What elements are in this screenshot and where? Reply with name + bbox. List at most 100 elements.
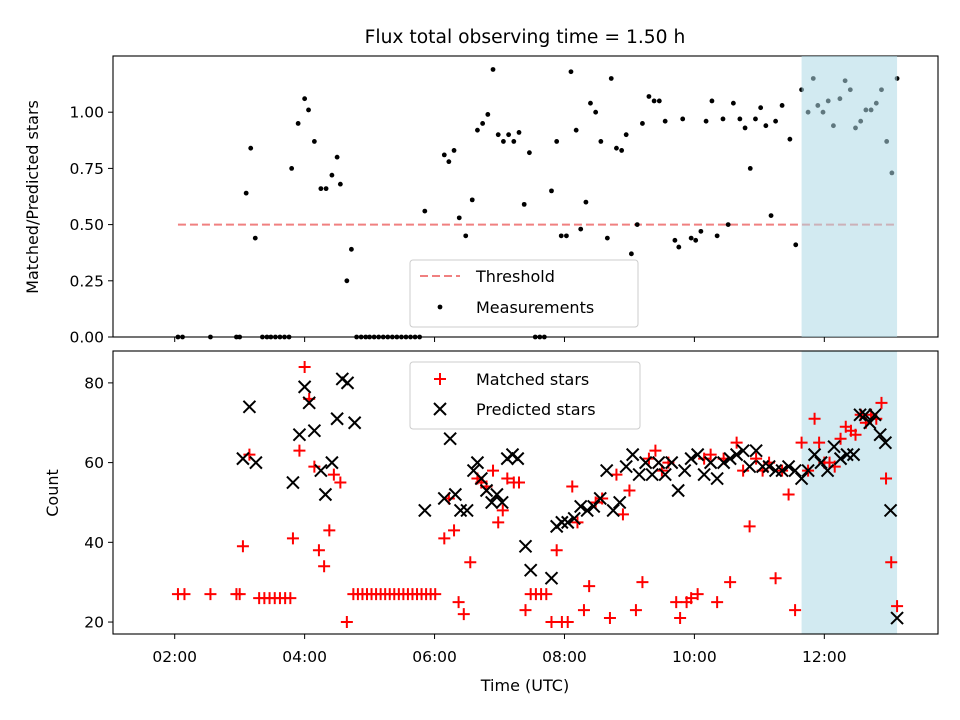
band-fill (801, 56, 898, 337)
x-tick-label: 04:00 (282, 648, 327, 666)
measurement-point (747, 166, 753, 171)
y-tick-label: 60 (84, 454, 104, 472)
matched-star-point (750, 452, 763, 465)
matched-star-point (545, 616, 558, 629)
predicted-star-point (768, 463, 783, 478)
count-y-axis: 20 40 60 80 (84, 374, 113, 632)
predicted-star-point (599, 463, 614, 478)
y-tick-label: 0.75 (69, 160, 104, 178)
ratio-y-axis: 0.00 0.25 0.50 0.75 1.00 (69, 104, 113, 347)
y-tick-label: 1.00 (69, 104, 104, 122)
predicted-star-point (723, 451, 737, 466)
predicted-star-point (593, 491, 607, 506)
y-tick-label: 0.50 (69, 216, 104, 234)
measurement-point (480, 121, 486, 126)
predicted-star-point (490, 487, 504, 502)
predicted-star-point (242, 400, 257, 414)
matched-star-point (789, 604, 802, 617)
x-tick-label: 12:00 (802, 648, 847, 666)
measurement-point (334, 154, 340, 160)
predicted-star-point (645, 467, 659, 482)
measurement-point (588, 100, 593, 106)
measurement-point (289, 166, 295, 171)
matched-star-point (448, 524, 461, 537)
measurement-point (779, 103, 785, 108)
measurement-point (554, 139, 560, 144)
x-tick-label: 02:00 (152, 648, 197, 666)
matched-star-point (487, 464, 500, 477)
measurement-point (604, 235, 610, 241)
predicted-star-point (580, 503, 594, 518)
predicted-star-point (606, 503, 620, 518)
matched-star-point (236, 540, 249, 553)
predicted-star-point (671, 483, 685, 498)
predicted-star-point (307, 424, 322, 438)
matched-star-point (698, 452, 711, 465)
matched-star-point (813, 436, 826, 449)
measurement-point (693, 237, 699, 243)
matched-star-point (284, 592, 297, 605)
predicted-star-point (474, 471, 489, 486)
predicted-star-point (340, 376, 355, 390)
predicted-star-point (443, 431, 457, 446)
predicted-star-point (448, 487, 463, 502)
predicted-star-point (684, 451, 698, 466)
legend-matched-swatch (434, 373, 446, 385)
predicted-star-point (716, 455, 731, 470)
y-tick-label: 40 (84, 534, 104, 552)
predicted-star-point (742, 459, 757, 474)
predicted-star-point (873, 427, 887, 442)
matched-star-point (519, 604, 532, 617)
matched-star-point (293, 444, 306, 457)
y-tick-label: 0.00 (69, 329, 104, 347)
measurement-point (583, 199, 589, 205)
matched-star-point (737, 464, 750, 477)
matched-star-point (674, 612, 687, 625)
measurement-point (564, 233, 569, 239)
measurement-point (634, 222, 640, 228)
predicted-star-point (878, 435, 893, 450)
legend-matched-label: Matched stars (476, 370, 589, 389)
matched-star-point (629, 604, 642, 617)
measurement-point (656, 98, 662, 104)
x-tick-label: 06:00 (412, 648, 457, 666)
matched-star-points (171, 360, 904, 629)
predicted-star-point (840, 447, 854, 462)
predicted-star-point (625, 447, 640, 462)
predicted-star-point (868, 408, 882, 422)
measurement-point (688, 235, 694, 241)
matched-star-point (429, 588, 442, 601)
matched-star-point (685, 592, 698, 605)
measurement-point (485, 112, 491, 117)
matched-star-point (711, 596, 724, 609)
measurement-point (248, 145, 254, 151)
matched-star-point (204, 588, 217, 601)
matched-star-point (834, 432, 847, 445)
matched-star-point (808, 412, 821, 425)
predicted-star-point (453, 503, 468, 518)
matched-star-point (782, 488, 795, 501)
predicted-star-points (236, 372, 904, 625)
predicted-star-point (807, 447, 822, 462)
measurement-point (619, 148, 625, 153)
measurement-point (475, 127, 480, 133)
measurement-point (243, 190, 249, 196)
predicted-star-point (479, 483, 494, 498)
measurement-point (521, 201, 527, 207)
matched-star-point (492, 516, 505, 529)
predicted-star-point (318, 487, 333, 502)
predicted-star-point (788, 463, 802, 478)
predicted-star-point (518, 539, 533, 554)
matched-star-point (438, 532, 451, 545)
matched-star-point (286, 532, 299, 545)
predicted-star-point (292, 427, 307, 442)
chart-title: Flux total observing time = 1.50 h (365, 27, 686, 48)
matched-star-point (308, 460, 321, 473)
count-legend: Matched stars Predicted stars (409, 361, 641, 430)
measurement-point (753, 116, 758, 122)
count-plot-frame (112, 350, 939, 635)
predicted-star-point (561, 515, 575, 530)
predicted-star-point (677, 463, 692, 478)
predicted-star-point (330, 412, 344, 426)
predicted-star-point (574, 499, 588, 514)
